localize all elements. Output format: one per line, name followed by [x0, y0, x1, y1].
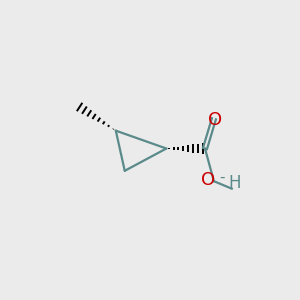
Text: -: - — [220, 170, 225, 185]
Text: O: O — [208, 111, 223, 129]
Text: O: O — [202, 171, 216, 189]
Text: H: H — [229, 174, 241, 192]
